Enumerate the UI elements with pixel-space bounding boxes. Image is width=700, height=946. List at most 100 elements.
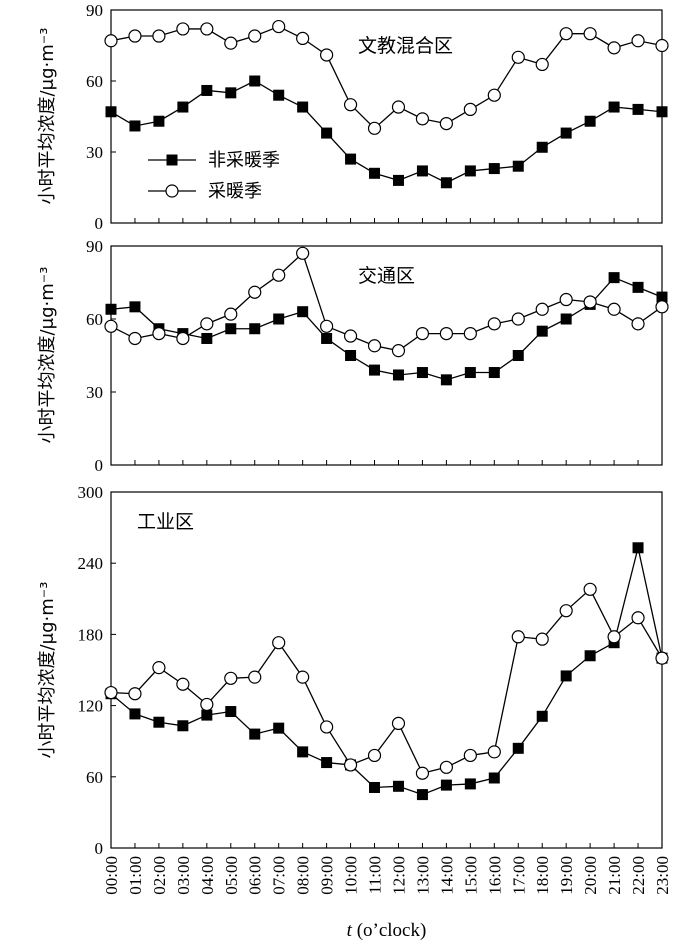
data-point-circle (511, 630, 525, 644)
data-point-square (464, 367, 476, 379)
x-tick-label: 18:00 (533, 856, 552, 895)
data-point-circle (415, 112, 430, 126)
y-tick-label: 90 (86, 1, 103, 20)
data-point-circle (391, 344, 406, 358)
data-point-square (129, 301, 141, 313)
data-point-square (297, 101, 309, 113)
data-point-circle (535, 57, 549, 72)
y-tick-label: 180 (78, 625, 104, 644)
data-point-square (632, 542, 644, 554)
data-point-circle (631, 34, 645, 48)
data-point-circle (631, 611, 645, 625)
data-point-circle (128, 331, 142, 346)
data-point-circle (176, 331, 190, 346)
data-point-circle (583, 295, 597, 309)
data-point-circle (487, 745, 501, 759)
data-point-square (129, 708, 141, 720)
data-point-square (369, 364, 381, 376)
data-point-circle (415, 766, 430, 780)
data-point-square (560, 313, 572, 325)
y-axis-label: 小时平均浓度/μg·m⁻³ (37, 28, 58, 205)
data-point-square (392, 369, 404, 381)
y-tick-label: 0 (95, 214, 104, 233)
data-point-circle (104, 34, 118, 48)
x-axis-label-variable: t (347, 920, 353, 941)
data-point-square (392, 174, 404, 186)
data-point-square (656, 106, 668, 118)
data-point-square (201, 84, 213, 96)
series-line (110, 80, 663, 184)
x-tick-label: 14:00 (437, 856, 456, 895)
data-point-square (273, 89, 285, 101)
x-tick-label: 12:00 (389, 856, 408, 895)
data-point-square (608, 101, 620, 113)
x-tick-label: 11:00 (366, 856, 385, 894)
data-point-circle (655, 300, 669, 314)
data-point-square (440, 374, 452, 386)
data-point-circle (320, 720, 334, 734)
data-point-circle (367, 339, 382, 353)
data-point-circle (367, 748, 382, 763)
data-point-circle (128, 687, 142, 701)
data-point-square (273, 313, 285, 325)
x-tick-label: 16:00 (485, 856, 504, 895)
data-point-square (512, 350, 524, 361)
x-tick-label: 15:00 (461, 856, 480, 895)
x-axis-label: t (o’clock) (347, 920, 427, 941)
data-point-circle (631, 317, 645, 331)
data-point-square (297, 746, 309, 758)
data-point-square (321, 127, 333, 139)
x-tick-label: 20:00 (581, 856, 600, 895)
data-point-square (249, 323, 261, 335)
data-point-square (273, 722, 285, 734)
data-point-circle (200, 317, 214, 331)
data-point-circle (152, 327, 166, 341)
data-point-square (464, 165, 476, 177)
data-point-square (608, 272, 620, 284)
data-point-circle (439, 760, 453, 774)
series-line (110, 547, 663, 796)
data-point-square (560, 127, 572, 139)
series-heating (104, 246, 669, 358)
data-point-circle (511, 312, 525, 326)
data-point-square (369, 781, 381, 793)
data-point-circle (583, 582, 597, 596)
y-tick-label: 60 (86, 72, 103, 91)
legend-marker-circle (165, 184, 179, 198)
data-point-square (177, 101, 189, 113)
data-point-square (560, 670, 572, 682)
data-point-square (321, 332, 333, 344)
panel-3: 0 60 120 180 240 300 小时平均浓度/μg·m⁻³ 工业区 00:00 01:0… (37, 483, 672, 941)
legend-label: 非采暖季 (208, 150, 280, 171)
data-point-circle (104, 319, 118, 333)
data-point-circle (200, 22, 214, 36)
data-point-square (249, 728, 261, 740)
x-tick-label: 07:00 (270, 856, 289, 895)
data-point-circle (272, 636, 286, 650)
x-axis-label-unit: (o’clock) (352, 920, 426, 941)
data-point-square (201, 709, 213, 721)
data-point-square (416, 367, 428, 379)
y-tick-label: 30 (86, 383, 103, 402)
legend-marker-square (166, 154, 178, 166)
series-non-heating (105, 542, 668, 801)
data-point-circle (391, 100, 406, 114)
y-tick-label: 300 (78, 483, 104, 502)
series-line (110, 588, 663, 774)
series-heating (104, 19, 669, 135)
y-tick-label: 60 (86, 768, 103, 787)
data-point-circle (607, 630, 621, 644)
data-point-circle (176, 677, 190, 691)
data-point-square (488, 163, 500, 175)
panel-2: 0 30 60 90 小时平均浓度/μg·m⁻³ 交通区 (37, 237, 669, 475)
data-point-circle (535, 632, 549, 646)
data-point-circle (248, 285, 262, 299)
data-point-circle (104, 685, 118, 700)
data-point-circle (224, 307, 238, 321)
data-point-circle (343, 758, 358, 772)
y-tick-label: 0 (95, 456, 104, 475)
data-point-circle (607, 41, 621, 55)
y-tick-label: 240 (78, 554, 104, 573)
data-point-square (512, 160, 524, 172)
